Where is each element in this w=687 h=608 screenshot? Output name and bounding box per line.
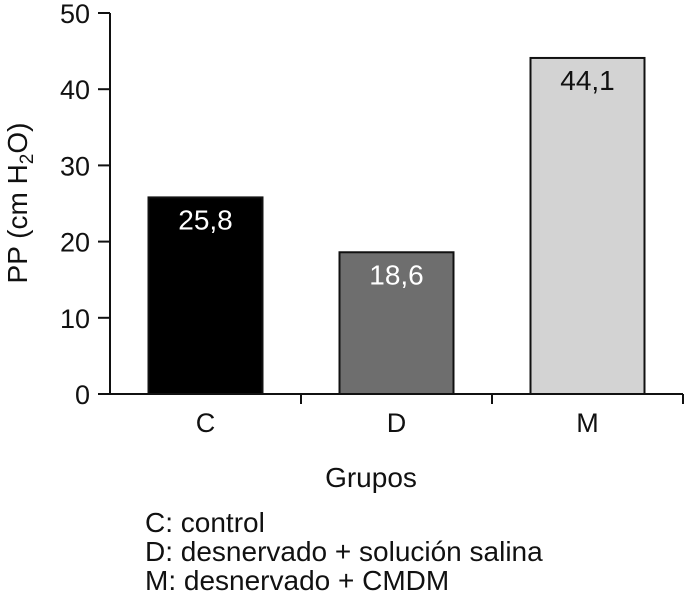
- y-axis-title-main: PP (cm H: [2, 164, 33, 283]
- legend-item-m: M: desnervado + CMDM: [145, 565, 450, 596]
- legend: C: control D: desnervado + solución sali…: [145, 508, 543, 595]
- bar-chart: 0 10 20 30 40 50 25,8 C 18,6 D 44,1 M Grupos PP (c…: [2, 0, 684, 493]
- y-tick-label: 0: [75, 380, 90, 410]
- y-tick-label: 40: [60, 75, 90, 105]
- data-label-m: 44,1: [560, 65, 615, 96]
- y-tick-label: 20: [60, 228, 90, 258]
- y-axis-title: PP (cm H2O): [2, 123, 38, 284]
- legend-item-c: C: control: [145, 507, 265, 538]
- y-tick-label: 30: [60, 151, 90, 181]
- bar-c: [147, 196, 264, 395]
- bar-d: [338, 251, 455, 395]
- data-label-c: 25,8: [178, 204, 233, 235]
- y-axis-ticks: 0 10 20 30 40 50: [60, 0, 110, 410]
- x-tick-label-d: D: [387, 408, 407, 438]
- data-label-d: 18,6: [369, 259, 424, 290]
- legend-item-d: D: desnervado + solución salina: [145, 536, 543, 567]
- x-tick-label-m: M: [576, 408, 599, 438]
- labels: 25,8 C 18,6 D 44,1 M: [178, 65, 615, 438]
- y-tick-label: 10: [60, 304, 90, 334]
- bars: [147, 56, 684, 404]
- x-axis-title: Grupos: [325, 462, 417, 493]
- x-tick-label-c: C: [196, 408, 216, 438]
- y-axis-title-end: O): [2, 123, 33, 154]
- y-axis-title-subscript: 2: [17, 154, 38, 165]
- y-tick-label: 50: [60, 0, 90, 29]
- bar-m: [529, 56, 646, 395]
